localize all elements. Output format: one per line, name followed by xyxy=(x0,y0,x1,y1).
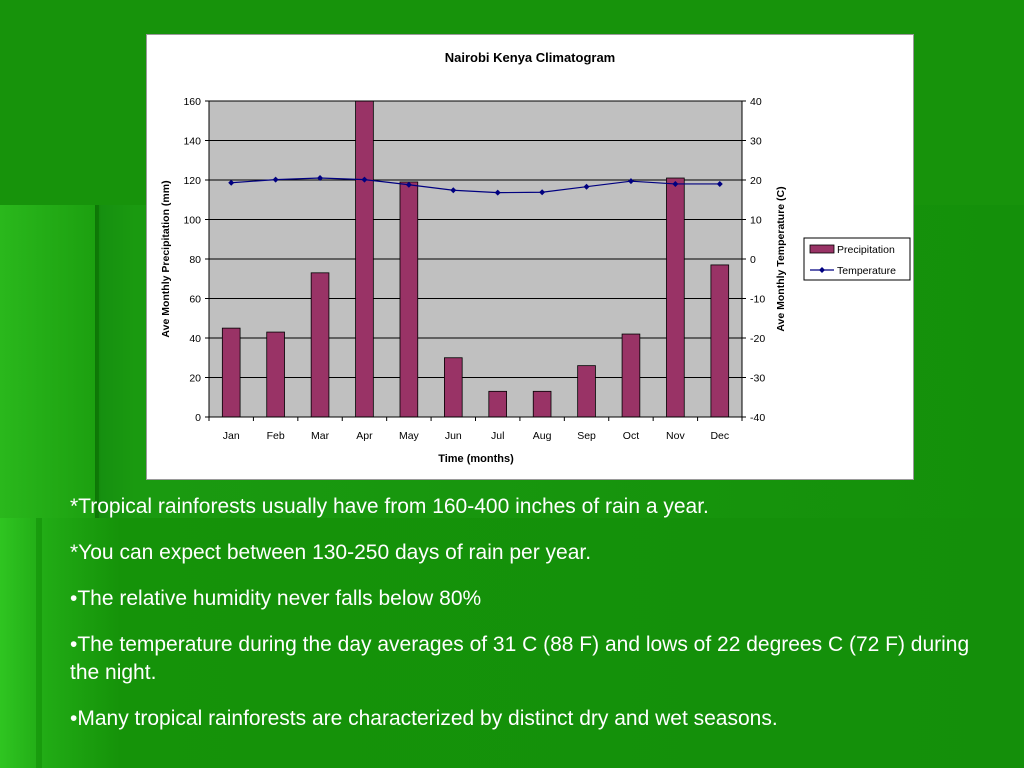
temperature-marker xyxy=(228,179,235,186)
y-tick-label: 0 xyxy=(195,412,201,424)
chart-canvas: Nairobi Kenya Climatogram Time (months) … xyxy=(160,50,911,465)
y2-tick-label: -10 xyxy=(750,294,765,306)
background-band-upper-edge xyxy=(95,205,99,518)
note-item: *You can expect between 130-250 days of … xyxy=(70,541,592,564)
precipitation-bar xyxy=(532,390,552,418)
y-tick-label: 120 xyxy=(183,175,201,187)
temperature-marker xyxy=(272,176,279,183)
y2-tick-label: -20 xyxy=(750,333,765,345)
temperature-marker xyxy=(361,176,368,183)
temperature-marker xyxy=(627,178,634,185)
legend-precipitation-label: Precipitation xyxy=(837,244,895,256)
precipitation-bar xyxy=(399,181,419,418)
x-tick-label: May xyxy=(399,430,420,442)
y2-tick-label: 20 xyxy=(750,175,762,187)
y2-tick-label: -30 xyxy=(750,373,765,385)
y-tick-label: 160 xyxy=(183,96,201,108)
temperature-marker xyxy=(672,180,679,187)
precipitation-bar xyxy=(266,331,285,418)
background-band-lower-edge xyxy=(36,518,42,768)
temperature-line xyxy=(231,177,720,194)
precipitation-bar xyxy=(666,177,685,418)
chart-title: Nairobi Kenya Climatogram xyxy=(445,50,616,65)
temperature-marker xyxy=(539,189,546,196)
y2-tick-label: 30 xyxy=(750,136,762,148)
note-item: •Many tropical rainforests are character… xyxy=(70,707,778,730)
legend-precipitation-swatch xyxy=(809,244,835,254)
x-tick-label: Oct xyxy=(623,430,639,442)
note-item: *Tropical rainforests usually have from … xyxy=(70,495,709,518)
precipitation-bar xyxy=(621,333,641,418)
y-tick-label: 60 xyxy=(189,294,201,306)
note-item: •The relative humidity never falls below… xyxy=(70,587,482,610)
y-tick-label: 80 xyxy=(189,254,201,266)
temperature-marker xyxy=(317,175,324,182)
precipitation-bar xyxy=(355,100,374,418)
x-tick-label: Jul xyxy=(491,430,504,442)
x-tick-label: Nov xyxy=(666,430,685,442)
precipitation-bar xyxy=(221,327,241,418)
x-tick-label: Dec xyxy=(710,430,729,442)
legend-temperature-label: Temperature xyxy=(837,265,896,277)
y-tick-label: 40 xyxy=(189,333,201,345)
y2-axis-title: Ave Monthly Temperature (C) xyxy=(775,186,787,331)
y2-tick-label: 10 xyxy=(750,215,762,227)
precipitation-bar xyxy=(710,264,730,418)
precipitation-bar xyxy=(577,365,596,418)
notes-list: *Tropical rainforests usually have from … xyxy=(70,493,990,751)
x-tick-label: Jan xyxy=(223,430,240,442)
background-band-lower xyxy=(0,518,1024,768)
y-tick-label: 20 xyxy=(189,373,201,385)
temperature-marker xyxy=(405,181,412,188)
x-tick-label: Sep xyxy=(577,430,596,442)
x-axis-title: Time (months) xyxy=(438,453,514,465)
y2-tick-label: -40 xyxy=(750,412,765,424)
x-tick-label: Jun xyxy=(445,430,462,442)
plot-area: 0 20 40 60 80 100 120 140 160 -40 -30 -20 -10 0 10 20 30… xyxy=(183,96,765,442)
x-tick-label: Feb xyxy=(267,430,285,442)
y-axis-title: Ave Monthly Precipitation (mm) xyxy=(160,180,172,337)
y2-tick-label: 40 xyxy=(750,96,762,108)
chart-legend: Precipitation Temperature xyxy=(803,237,911,281)
note-item: •The temperature during the day averages… xyxy=(70,633,970,684)
temperature-marker xyxy=(450,187,457,194)
x-tick-label: Apr xyxy=(356,430,373,442)
y-tick-label: 140 xyxy=(183,136,201,148)
temperature-marker xyxy=(494,189,501,196)
y2-tick-label: 0 xyxy=(750,254,756,266)
climatogram-chart: Nairobi Kenya Climatogram Time (months) … xyxy=(146,34,914,480)
x-tick-label: Aug xyxy=(533,430,552,442)
x-tick-label: Mar xyxy=(311,430,330,442)
temperature-marker xyxy=(583,183,590,190)
precipitation-bar xyxy=(444,357,463,418)
y-tick-label: 100 xyxy=(183,215,201,227)
precipitation-bar xyxy=(488,390,507,418)
temperature-marker xyxy=(716,180,723,187)
precipitation-bar xyxy=(310,272,330,418)
legend-temperature-marker xyxy=(819,267,825,273)
